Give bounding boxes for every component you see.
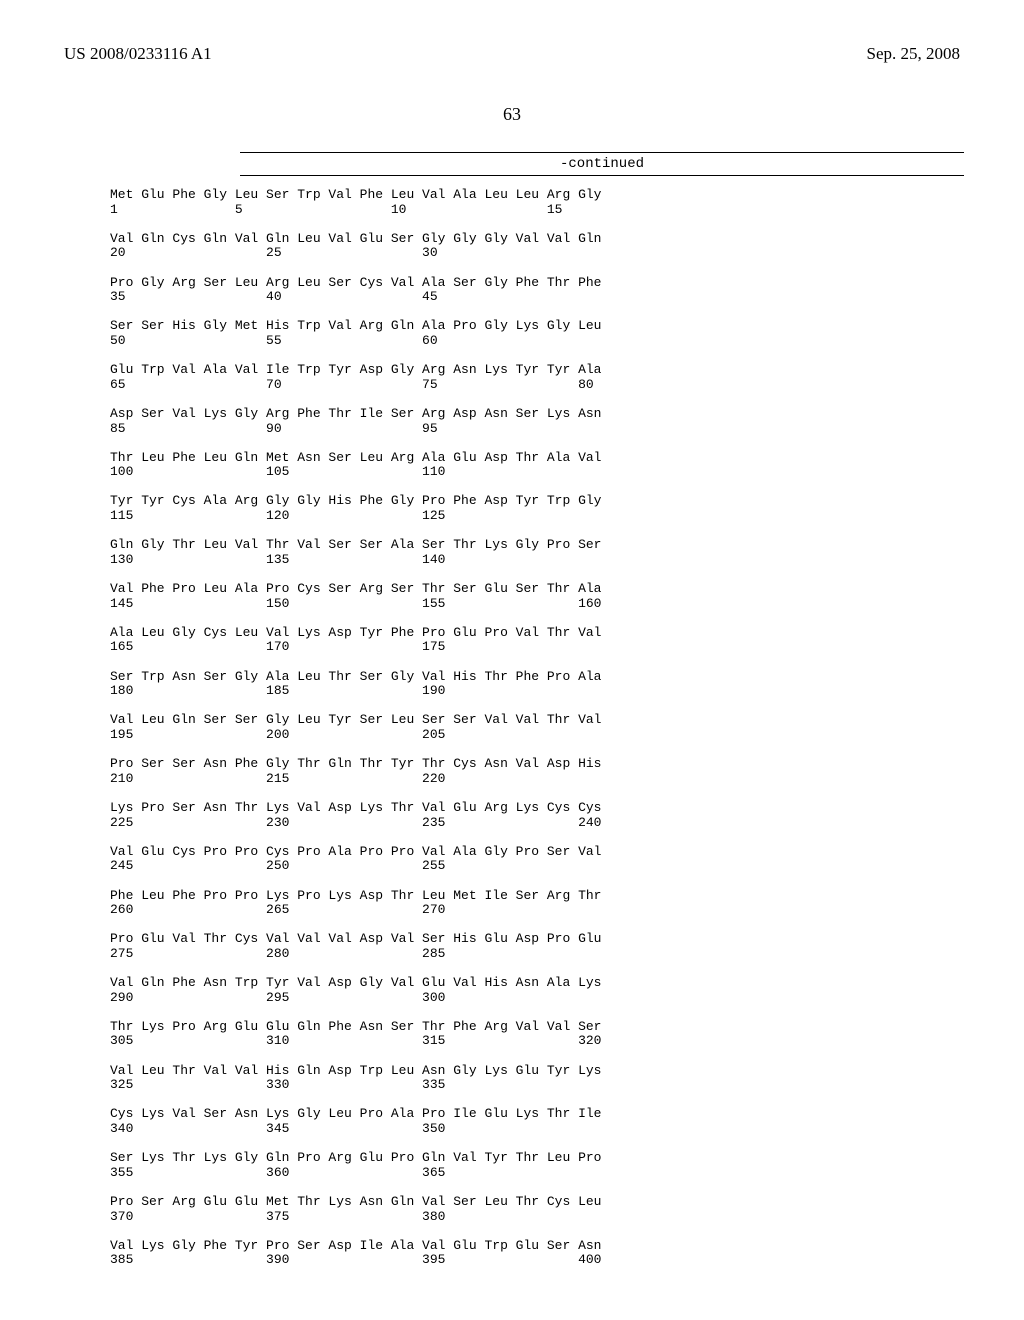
page: US 2008/0233116 A1 Sep. 25, 2008 63 -con… xyxy=(0,0,1024,1320)
continued-bar: -continued xyxy=(240,152,964,176)
sequence-listing: Met Glu Phe Gly Leu Ser Trp Val Phe Leu … xyxy=(110,188,601,1268)
publication-date: Sep. 25, 2008 xyxy=(867,44,961,64)
page-number: 63 xyxy=(0,104,1024,125)
publication-number: US 2008/0233116 A1 xyxy=(64,44,212,64)
